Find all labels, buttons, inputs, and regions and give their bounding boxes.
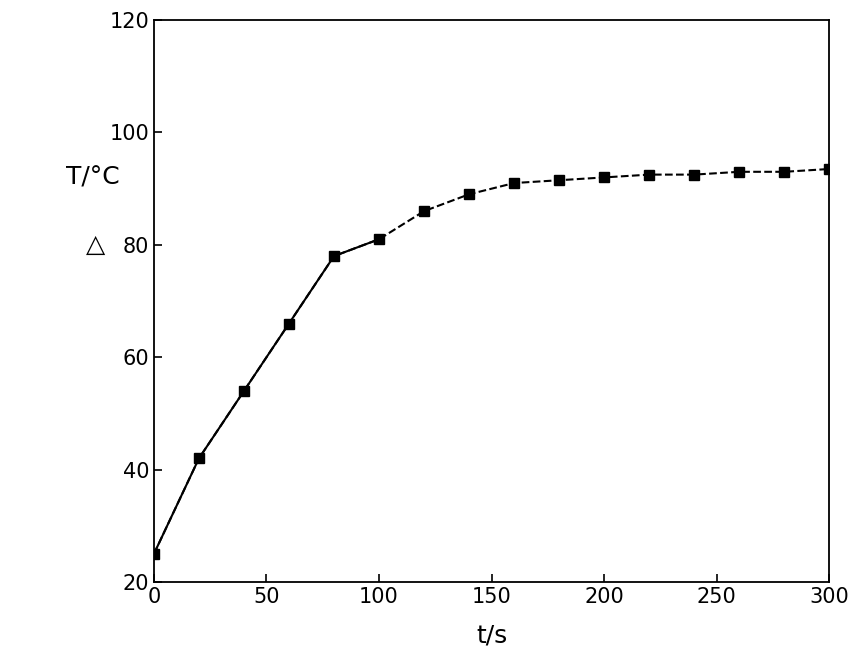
- X-axis label: t/s: t/s: [476, 624, 507, 648]
- Text: T/°C: T/°C: [66, 165, 120, 189]
- Text: △: △: [86, 233, 106, 257]
